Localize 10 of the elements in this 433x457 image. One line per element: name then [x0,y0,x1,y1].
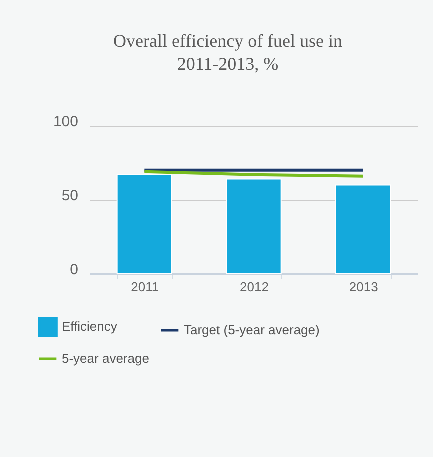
legend-label: Efficiency [62,319,118,334]
x-tick-label: 2013 [349,280,378,294]
y-tick-label: 100 [53,114,78,130]
legend-label: 5-year average [62,351,150,366]
chart-title: Overall efficiency of fuel use in 2011-2013, % [113,31,343,74]
y-tick-label: 0 [70,262,78,278]
legend-label: Target (5-year average) [184,322,320,338]
y-tick-label: 50 [62,188,78,204]
x-tick-label: 2012 [240,280,269,294]
x-tick-label: 2011 [131,280,160,294]
